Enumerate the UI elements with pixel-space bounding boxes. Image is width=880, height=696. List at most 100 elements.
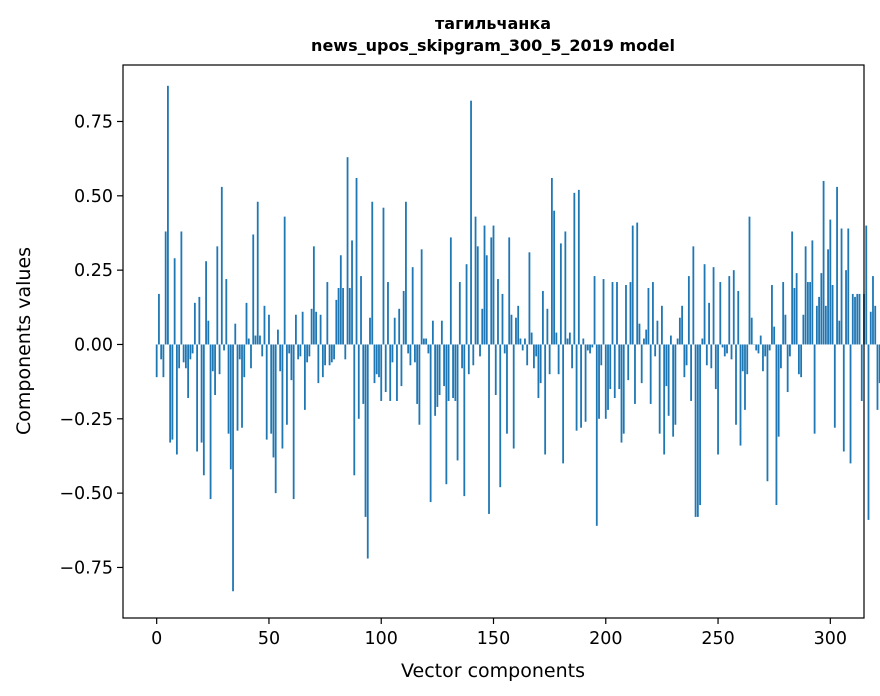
- bar: [539, 344, 542, 384]
- bar: [405, 201, 407, 345]
- bar: [775, 344, 778, 506]
- bar: [400, 344, 403, 387]
- bar: [768, 344, 771, 351]
- bar: [155, 344, 158, 378]
- bar: [485, 255, 488, 345]
- bar: [663, 344, 666, 455]
- bar: [737, 290, 740, 345]
- bar: [703, 264, 706, 345]
- bar: [431, 320, 434, 345]
- bar: [391, 344, 394, 363]
- bar: [620, 344, 623, 443]
- bar: [723, 344, 726, 357]
- x-tick-label: 50: [258, 629, 280, 649]
- bar: [310, 308, 313, 345]
- bar: [465, 264, 468, 345]
- bar: [243, 344, 246, 378]
- x-tick-label: 250: [701, 629, 734, 649]
- bar: [479, 344, 481, 357]
- x-tick-label: 300: [814, 629, 847, 649]
- bar: [876, 344, 879, 410]
- bar: [387, 282, 389, 345]
- bar: [789, 344, 791, 357]
- bar: [335, 299, 338, 345]
- bar: [299, 344, 302, 357]
- bar: [366, 344, 369, 559]
- bar: [840, 228, 843, 345]
- bar: [678, 317, 681, 345]
- bar: [268, 314, 270, 345]
- bar: [645, 329, 648, 345]
- bar: [804, 246, 807, 345]
- bar: [272, 344, 275, 458]
- bar: [591, 344, 594, 348]
- bar: [382, 207, 385, 345]
- bar: [449, 237, 452, 345]
- bar: [593, 276, 596, 345]
- bar: [346, 157, 349, 345]
- bar: [786, 344, 789, 393]
- bar: [167, 85, 169, 345]
- bar: [286, 344, 288, 425]
- bar: [481, 308, 484, 345]
- bar: [265, 344, 268, 440]
- bar: [557, 344, 560, 375]
- x-tick-label: 0: [151, 629, 162, 649]
- bar: [158, 293, 160, 345]
- bar: [494, 344, 497, 396]
- bar: [777, 344, 780, 437]
- x-axis-ticks: 0 50 100 150 200 250 300: [151, 618, 847, 649]
- bar: [827, 249, 829, 345]
- bar: [247, 338, 250, 345]
- bar: [440, 320, 443, 345]
- bar: [631, 225, 634, 345]
- chart-title-line2: news_upos_skipgram_300_5_2019 model: [311, 36, 675, 55]
- bar: [791, 231, 794, 345]
- bar: [474, 216, 477, 345]
- bar: [373, 344, 376, 384]
- bar: [705, 344, 708, 366]
- bar: [573, 192, 576, 345]
- bar: [184, 344, 187, 369]
- bar: [616, 282, 618, 345]
- bar: [838, 320, 841, 345]
- bar: [175, 344, 178, 455]
- bar: [483, 225, 486, 345]
- bar: [171, 344, 174, 440]
- bar: [330, 344, 333, 363]
- bars-group: [155, 85, 880, 592]
- bar: [353, 344, 356, 476]
- bar: [618, 344, 621, 390]
- bar: [211, 344, 214, 372]
- bar: [463, 344, 466, 497]
- bar: [375, 344, 378, 375]
- bar: [701, 338, 704, 345]
- bar: [537, 344, 540, 398]
- bar: [283, 216, 286, 345]
- bar: [744, 344, 746, 410]
- bar: [795, 273, 798, 345]
- bar: [501, 293, 504, 345]
- bar: [274, 344, 277, 494]
- bar: [533, 344, 535, 369]
- bar: [241, 344, 243, 428]
- bar: [636, 222, 639, 345]
- y-tick-label: 0.25: [74, 261, 113, 281]
- bar: [510, 314, 513, 345]
- bar: [607, 344, 609, 410]
- y-axis-label: Components values: [13, 247, 35, 435]
- bar: [625, 285, 627, 345]
- bar: [445, 344, 448, 485]
- bar: [292, 344, 295, 500]
- bar: [207, 320, 210, 345]
- bar: [458, 282, 461, 345]
- bar: [409, 344, 412, 366]
- bar: [164, 231, 167, 345]
- bar: [809, 282, 812, 345]
- bar: [874, 305, 877, 345]
- bar: [250, 344, 252, 369]
- y-tick-label: 0.75: [74, 112, 113, 132]
- bar: [721, 344, 724, 348]
- bar: [692, 246, 695, 345]
- bar: [854, 296, 856, 345]
